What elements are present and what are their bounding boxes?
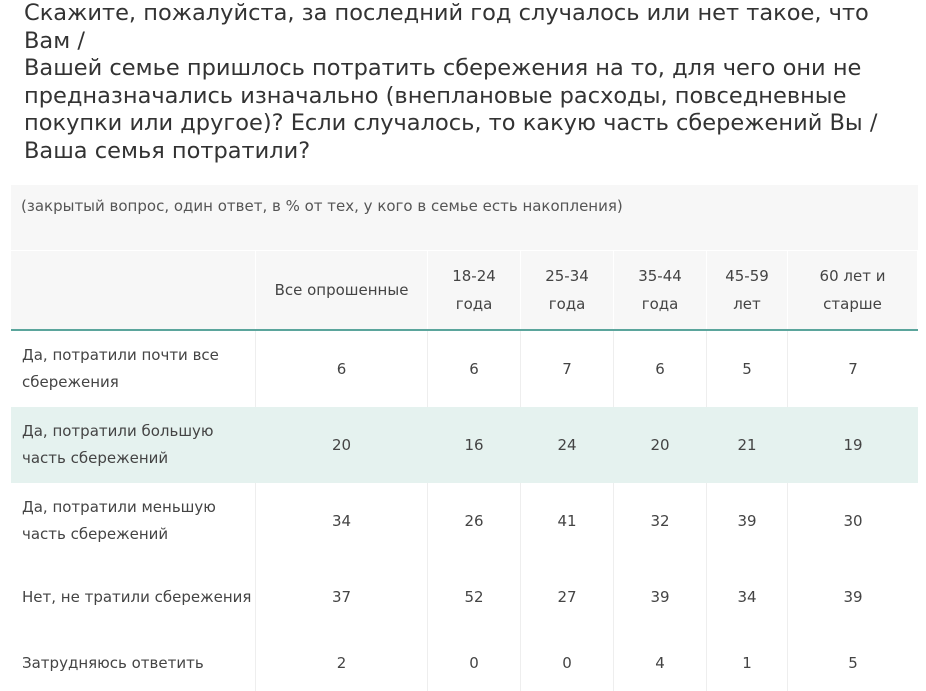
table-row: Да, потратили меньшую часть сбережений 3…	[11, 483, 918, 559]
header-cell-all: Все опрошенные	[256, 251, 428, 329]
table-row: Нет, не тратили сбережения 37 52 27 39 3…	[11, 559, 918, 635]
value-cell: 27	[521, 559, 614, 635]
value-cell: 21	[707, 407, 788, 483]
value-cell: 24	[521, 407, 614, 483]
value-cell: 7	[521, 331, 614, 407]
value-cell: 16	[428, 407, 521, 483]
value-cell: 0	[428, 635, 521, 691]
value-cell: 37	[256, 559, 428, 635]
value-cell: 26	[428, 483, 521, 559]
value-cell: 30	[843, 512, 863, 530]
value-cell: 34	[256, 483, 428, 559]
header-cell-18-24: 18-24 года	[428, 251, 521, 329]
value-cell: 20	[256, 407, 428, 483]
value-cell: 6	[428, 331, 521, 407]
value-cell: 1	[707, 635, 788, 691]
header-divider	[11, 329, 918, 331]
value-cell: 6	[614, 331, 707, 407]
table-subtitle: (закрытый вопрос, один ответ, в % от тех…	[21, 197, 623, 215]
value-cell: 39	[707, 483, 788, 559]
value-cell: 19	[788, 407, 918, 483]
header-cell-35-44: 35-44 года	[614, 251, 707, 329]
table-row: Затрудняюсь ответить 2 0 0 4 1 5	[11, 635, 918, 691]
row-label: Да, потратили большую часть сбережений	[11, 407, 256, 483]
value-cell: 7	[848, 360, 858, 378]
header-cell-60-plus: 60 лет и старше	[788, 251, 918, 329]
header-cell-empty	[11, 251, 256, 329]
value-cell: 39	[614, 559, 707, 635]
value-cell: 5	[707, 331, 788, 407]
header-cell-25-34: 25-34 года	[521, 251, 614, 329]
row-label: Нет, не тратили сбережения	[11, 559, 256, 635]
header-cell-45-59: 45-59 лет	[707, 251, 788, 329]
value-cell: 5	[848, 654, 858, 672]
value-cell: 4	[614, 635, 707, 691]
table-row: Да, потратили большую часть сбережений 2…	[11, 407, 918, 483]
question-heading: Скажите, пожалуйста, за последний год сл…	[24, 0, 878, 164]
value-cell: 0	[521, 635, 614, 691]
value-cell: 39	[843, 588, 863, 606]
value-cell: 52	[428, 559, 521, 635]
value-cell: 6	[256, 331, 428, 407]
value-cell: 34	[707, 559, 788, 635]
value-cell: 20	[614, 407, 707, 483]
subtitle-band: (закрытый вопрос, один ответ, в % от тех…	[11, 185, 918, 251]
value-cell: 32	[614, 483, 707, 559]
value-cell: 41	[521, 483, 614, 559]
row-label: Да, потратили почти все сбережения	[11, 331, 256, 407]
value-cell: 2	[256, 635, 428, 691]
table-header: Все опрошенные 18-24 года 25-34 года 35-…	[11, 251, 918, 329]
row-label: Затрудняюсь ответить	[11, 635, 256, 691]
results-table: (закрытый вопрос, один ответ, в % от тех…	[11, 185, 918, 691]
row-label: Да, потратили меньшую часть сбережений	[11, 483, 256, 559]
table-row: Да, потратили почти все сбережения 6 6 7…	[11, 331, 918, 407]
